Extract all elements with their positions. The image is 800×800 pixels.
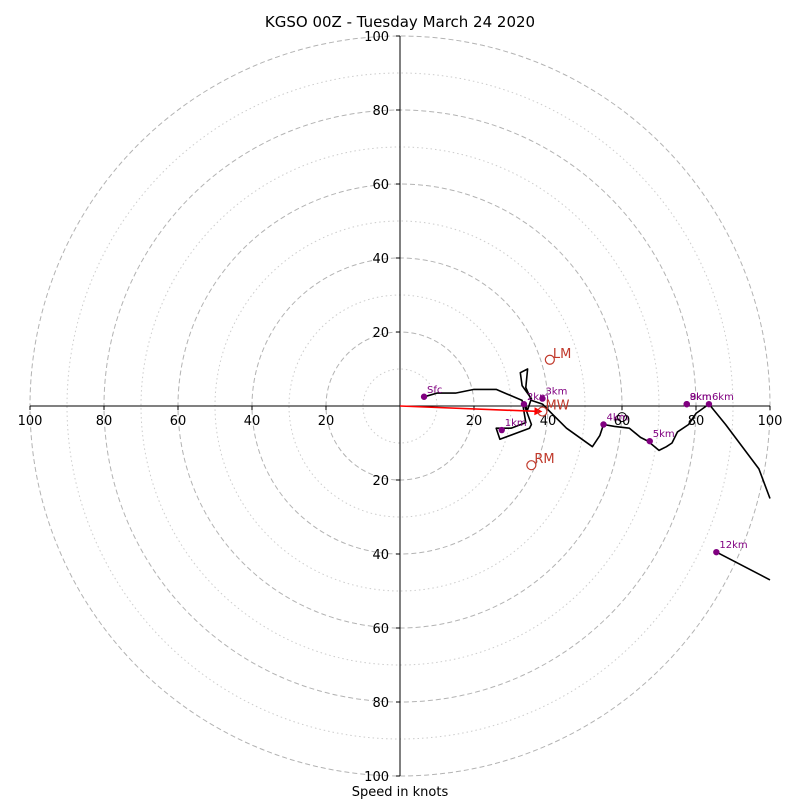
storm-motion-label: RM bbox=[534, 452, 554, 467]
y-tick-label: 40 bbox=[372, 548, 389, 563]
x-tick-label: 80 bbox=[688, 414, 705, 429]
height-marker-label: 5km bbox=[653, 429, 675, 440]
height-marker-label: 12km bbox=[719, 540, 747, 551]
y-tick-label: 60 bbox=[372, 178, 389, 193]
height-marker-dot bbox=[420, 393, 428, 400]
storm-motion-markers: LM MW RM bbox=[526, 347, 627, 471]
height-marker-label: 6km bbox=[712, 392, 734, 403]
tick-labels: 2020202040404040606060608080808010010010… bbox=[18, 30, 783, 785]
x-tick-label: 40 bbox=[244, 414, 261, 429]
x-tick-label: 80 bbox=[96, 414, 113, 429]
height-marker-dot bbox=[705, 400, 713, 408]
y-tick-label: 60 bbox=[372, 622, 389, 637]
x-tick-label: 20 bbox=[318, 414, 335, 429]
height-marker-dot bbox=[498, 426, 505, 434]
storm-motion-label: LM bbox=[553, 347, 571, 362]
x-tick-label: 100 bbox=[758, 414, 783, 429]
x-tick-label: 60 bbox=[170, 414, 187, 429]
height-marker-dot bbox=[600, 421, 607, 428]
height-marker-dot bbox=[646, 437, 653, 445]
y-tick-label: 80 bbox=[372, 104, 389, 119]
deviant-motion-circle bbox=[617, 412, 627, 423]
y-tick-label: 40 bbox=[372, 252, 389, 267]
x-tick-label: 100 bbox=[18, 414, 43, 429]
height-marker-dot bbox=[713, 548, 720, 556]
storm-motion-circle bbox=[526, 460, 537, 471]
storm-motion-circle bbox=[544, 354, 555, 365]
height-marker-label: 2km bbox=[527, 392, 549, 403]
y-tick-label: 80 bbox=[372, 696, 389, 711]
y-tick-label: 20 bbox=[372, 474, 389, 489]
hodograph-trace bbox=[423, 368, 771, 499]
hodograph-trace-group bbox=[399, 368, 771, 581]
hodograph-trace-upper bbox=[716, 551, 771, 581]
storm-motion-label: MW bbox=[545, 399, 569, 414]
x-tick-label: 40 bbox=[540, 414, 557, 429]
height-marker-dot bbox=[683, 400, 690, 408]
height-marker-label: 9km bbox=[690, 392, 712, 403]
height-marker-label: 8km bbox=[690, 392, 712, 403]
storm-motion-circle bbox=[537, 406, 548, 417]
x-axis-label: Speed in knots bbox=[352, 785, 449, 800]
chart-title: KGSO 00Z - Tuesday March 24 2020 bbox=[265, 13, 535, 31]
height-marker-dot bbox=[539, 395, 546, 402]
mean-wind-arrow bbox=[399, 405, 537, 413]
x-tick-label: 20 bbox=[466, 414, 483, 429]
height-marker-label: 1km bbox=[505, 418, 527, 429]
height-marker-label: 3km bbox=[545, 387, 567, 398]
y-tick-label: 20 bbox=[372, 326, 389, 341]
y-tick-label: 100 bbox=[364, 770, 389, 785]
height-marker-label: Sfc bbox=[427, 385, 442, 396]
y-tick-label: 100 bbox=[364, 30, 389, 45]
height-marker-dot bbox=[520, 400, 528, 408]
